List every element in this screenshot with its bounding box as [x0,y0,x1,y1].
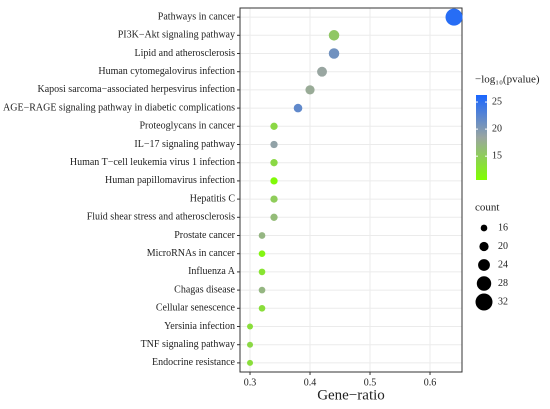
y-tick-label: PI3K−Akt signaling pathway [118,30,235,41]
bubble [258,232,266,239]
size-legend-key [476,276,492,291]
bubble [270,177,278,185]
bubble [247,323,254,330]
y-tick-label: Endocrine resistance [152,357,236,368]
color-tick-label: 15 [492,150,502,161]
bubble [270,159,278,167]
bubble [445,8,463,26]
y-tick-label: MicroRNAs in cancer [147,248,236,259]
bubble [258,268,266,276]
y-tick-label: Kaposi sarcoma−associated herpesvirus in… [37,84,235,95]
bubble [293,103,303,113]
x-tick-label: 0.6 [424,377,437,388]
bubble [258,250,266,258]
y-tick-label: Influenza A [188,266,236,277]
color-tick-label: 25 [492,96,502,107]
y-tick-label: Human papillomavirus infection [105,175,235,186]
y-tick-label: AGE−RAGE signaling pathway in diabetic c… [3,102,235,113]
x-tick-label: 0.4 [304,377,317,388]
size-legend-title: count [475,202,499,214]
color-tick-label: 20 [492,123,502,134]
y-tick-label: Hepatitis C [190,193,236,204]
size-legend-key [480,224,488,232]
bubble [328,48,340,59]
bubble [247,341,254,348]
y-tick-label: Chagas disease [174,284,235,295]
size-legend-key [478,259,490,271]
bubble [270,140,278,149]
size-legend-label: 24 [498,259,508,270]
bubble [270,195,278,203]
bubble [270,213,278,221]
size-legend-label: 28 [498,278,508,289]
x-axis-label: Gene−ratio [317,387,385,403]
panel [240,8,462,372]
y-tick-label: Prostate cancer [174,230,235,241]
y-tick-label: Pathways in cancer [158,11,236,22]
y-tick-label: Proteoglycans in cancer [139,121,235,132]
size-legend-key [479,241,489,252]
y-tick-label: IL−17 signaling pathway [134,139,235,150]
size-legend-label: 16 [498,222,508,233]
color-legend-title: −log₁₀(pvalue) [475,74,540,86]
size-legend-label: 20 [498,241,508,252]
bubble [258,304,266,312]
x-tick-label: 0.5 [364,377,377,388]
bubble [328,30,340,41]
y-tick-label: Lipid and atherosclerosis [134,48,235,59]
bubble [270,122,278,130]
bubble [305,85,315,95]
y-tick-label: Human cytomegalovirus infection [98,66,235,77]
size-legend-label: 32 [498,296,508,307]
size-legend-key [475,293,493,311]
panel-border [239,7,463,373]
x-tick-label: 0.3 [244,377,257,388]
bubble [247,359,254,366]
y-tick-label: TNF signaling pathway [141,339,235,350]
bubble [317,66,327,77]
y-tick-label: Human T−cell leukemia virus 1 infection [70,157,235,168]
bubble [258,286,266,294]
y-tick-label: Yersinia infection [164,321,235,332]
y-tick-label: Fluid shear stress and atherosclerosis [87,212,235,223]
y-tick-label: Cellular senescence [156,303,236,314]
color-bar [476,95,487,180]
